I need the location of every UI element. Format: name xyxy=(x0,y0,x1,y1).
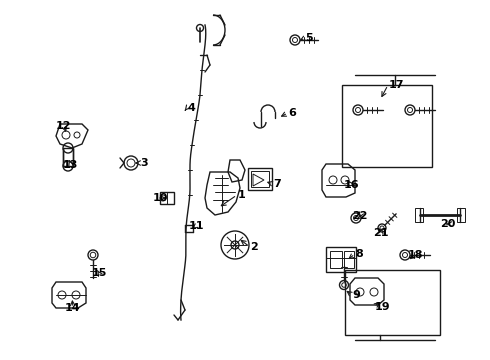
Text: 13: 13 xyxy=(63,160,78,170)
Text: 12: 12 xyxy=(56,121,72,131)
Text: 4: 4 xyxy=(187,103,195,113)
Text: 21: 21 xyxy=(373,228,389,238)
Text: 7: 7 xyxy=(273,179,281,189)
Bar xyxy=(330,251,342,268)
Bar xyxy=(415,208,423,222)
Bar xyxy=(344,251,354,268)
Text: 1: 1 xyxy=(237,190,245,200)
Bar xyxy=(345,270,440,335)
Text: 22: 22 xyxy=(352,211,368,221)
Text: 3: 3 xyxy=(140,158,148,168)
Text: 16: 16 xyxy=(343,180,359,190)
Text: 18: 18 xyxy=(408,250,423,260)
Bar xyxy=(248,168,272,190)
Bar xyxy=(342,85,432,167)
Bar xyxy=(63,148,73,166)
Bar xyxy=(251,171,269,187)
Text: 15: 15 xyxy=(92,268,107,278)
Bar xyxy=(457,208,465,222)
Text: 8: 8 xyxy=(355,249,363,259)
Text: 9: 9 xyxy=(352,290,360,300)
Text: 14: 14 xyxy=(65,303,81,313)
Text: 19: 19 xyxy=(374,302,390,312)
Text: 17: 17 xyxy=(388,80,404,90)
Text: 20: 20 xyxy=(440,219,455,229)
Text: 2: 2 xyxy=(250,242,258,252)
Bar xyxy=(160,192,174,204)
Text: 10: 10 xyxy=(153,193,169,203)
Text: 5: 5 xyxy=(305,33,313,43)
Bar xyxy=(326,247,356,272)
Text: 11: 11 xyxy=(189,221,204,231)
Text: 6: 6 xyxy=(288,108,296,118)
